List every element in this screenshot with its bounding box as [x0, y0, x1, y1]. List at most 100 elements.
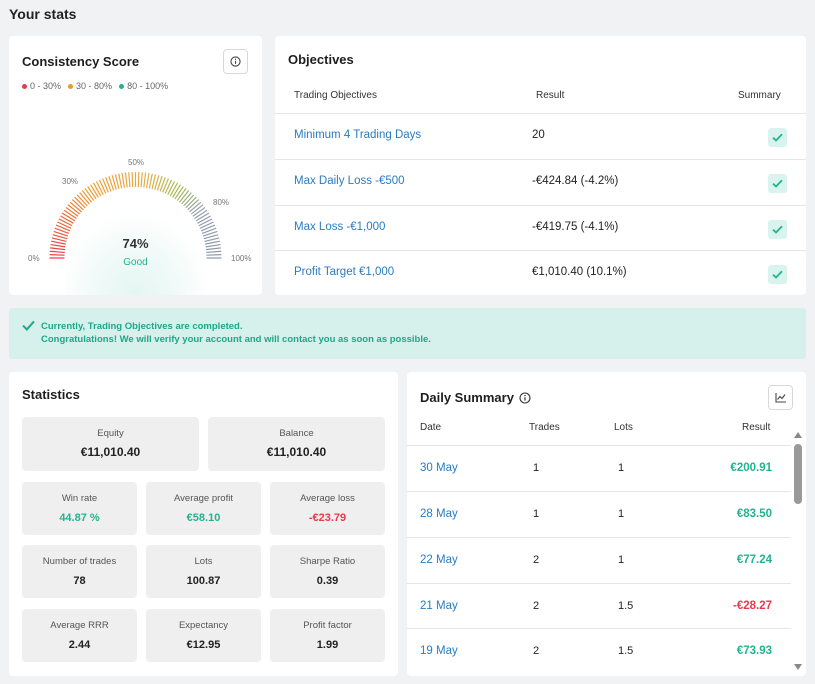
gauge-tick — [203, 234, 219, 240]
stat-label: Sharpe Ratio — [299, 556, 356, 567]
gauge-tick — [55, 224, 71, 232]
daily-trades: 2 — [533, 600, 540, 612]
gauge-tick — [205, 247, 221, 251]
gauge-tick — [195, 212, 210, 222]
daily-date-link[interactable]: 21 May — [420, 600, 458, 612]
header-date: Date — [420, 422, 442, 433]
daily-summary-card: Daily Summary Date Trades Lots Result 30… — [407, 372, 806, 676]
stat-label: Lots — [194, 556, 213, 567]
gauge-tick — [204, 237, 220, 243]
daily-result: -€28.27 — [732, 600, 772, 612]
objectives-completed-banner: Currently, Trading Objectives are comple… — [9, 308, 806, 359]
gauge-tick — [57, 221, 72, 229]
scroll-down-icon[interactable] — [794, 664, 802, 670]
gauge-tick — [90, 184, 99, 198]
objective-name[interactable]: Max Loss -€1,000 — [294, 221, 386, 233]
header-result: Result — [742, 422, 771, 433]
gauge-tick — [201, 227, 217, 234]
legend-item-high: 80 - 100% — [119, 81, 168, 91]
check-icon — [772, 133, 783, 142]
gauge-tick — [159, 177, 166, 192]
gauge-tick — [151, 174, 157, 190]
info-button[interactable] — [223, 49, 248, 74]
info-icon[interactable] — [519, 391, 531, 404]
stat-profit-factor: Profit factor 1.99 — [270, 609, 385, 662]
daily-result: €83.50 — [736, 508, 772, 520]
page-title: Your stats — [9, 6, 77, 22]
gauge-tick — [199, 221, 214, 229]
consistency-gauge — [49, 172, 222, 259]
gauge-tick — [172, 184, 181, 198]
stat-average-rrr: Average RRR 2.44 — [22, 609, 137, 662]
objective-result: -€424.84 (-4.2%) — [532, 175, 619, 187]
consistency-rating: Good — [123, 257, 148, 268]
gauge-tick — [108, 176, 115, 191]
daily-date-link[interactable]: 22 May — [420, 554, 458, 566]
stat-label: Win rate — [61, 493, 98, 504]
stat-label: Average profit — [174, 493, 233, 504]
gauge-tick — [131, 172, 134, 188]
legend-dot-orange — [68, 83, 74, 89]
gauge-tick — [137, 172, 140, 188]
gauge-tick — [190, 204, 204, 215]
stat-sharpe-ratio: Sharpe Ratio 0.39 — [270, 545, 385, 598]
objective-row: Max Daily Loss -€500 -€424.84 (-4.2%) — [275, 159, 806, 205]
statistics-title: Statistics — [22, 387, 80, 402]
daily-trades: 1 — [533, 508, 540, 520]
objective-passed-badge — [768, 174, 787, 193]
gauge-tick — [74, 196, 86, 209]
gauge-tick — [200, 224, 216, 232]
objective-name[interactable]: Max Daily Loss -€500 — [294, 175, 405, 187]
daily-date-link[interactable]: 30 May — [420, 462, 458, 474]
gauge-tick — [197, 215, 211, 224]
daily-date-link[interactable]: 19 May — [420, 645, 458, 657]
info-icon — [230, 56, 241, 67]
stat-label: Average RRR — [50, 620, 109, 631]
gauge-tick — [52, 234, 68, 240]
gauge-label-30: 30% — [62, 177, 79, 186]
stat-label: Average loss — [300, 493, 355, 504]
gauge-tick — [169, 182, 179, 197]
daily-scrollbar[interactable] — [793, 432, 803, 672]
objective-row: Minimum 4 Trading Days 20 — [275, 113, 806, 159]
objective-result: 20 — [532, 129, 545, 141]
gauge-tick — [143, 172, 147, 188]
gauge-tick — [178, 190, 190, 203]
stat-label: Equity — [97, 428, 124, 439]
objectives-title: Objectives — [288, 52, 354, 67]
gauge-tick — [87, 186, 97, 200]
gauge-tick — [192, 206, 206, 217]
daily-summary-title: Daily Summary — [420, 390, 531, 405]
gauge-tick — [174, 186, 184, 200]
daily-result: €200.91 — [730, 462, 772, 474]
gauge-tick — [71, 199, 84, 211]
table-row: 30 May 1 1 €200.91 — [407, 445, 791, 491]
stat-average-profit: Average profit €58.10 — [146, 482, 261, 535]
objective-name[interactable]: Minimum 4 Trading Days — [294, 129, 422, 141]
gauge-tick — [51, 237, 67, 243]
scrollbar-thumb[interactable] — [794, 444, 802, 504]
stat-value: -€23.79 — [308, 512, 347, 524]
gauge-tick — [181, 192, 192, 205]
gauge-tick — [63, 209, 77, 220]
gauge-tick — [154, 175, 160, 190]
consistency-title: Consistency Score — [22, 54, 140, 69]
gauge-tick — [118, 173, 123, 189]
objective-passed-badge — [768, 220, 787, 239]
stat-value: €11,010.40 — [80, 445, 141, 459]
daily-trades: 2 — [533, 554, 540, 566]
objective-name[interactable]: Profit Target €1,000 — [294, 266, 395, 278]
score-legend: 0 - 30% 30 - 80% 80 - 100% — [22, 81, 168, 91]
gauge-tick — [111, 175, 117, 190]
legend-item-mid: 30 - 80% — [68, 81, 112, 91]
daily-date-link[interactable]: 28 May — [420, 508, 458, 520]
daily-lots: 1.5 — [618, 600, 634, 612]
gauge-tick — [148, 173, 153, 189]
header-summary: Summary — [738, 90, 781, 101]
gauge-tick — [105, 177, 112, 192]
gauge-tick — [202, 230, 218, 237]
scroll-up-icon[interactable] — [794, 432, 802, 438]
gauge-tick — [189, 201, 202, 213]
chart-toggle-button[interactable] — [768, 385, 793, 410]
check-icon — [772, 270, 783, 279]
